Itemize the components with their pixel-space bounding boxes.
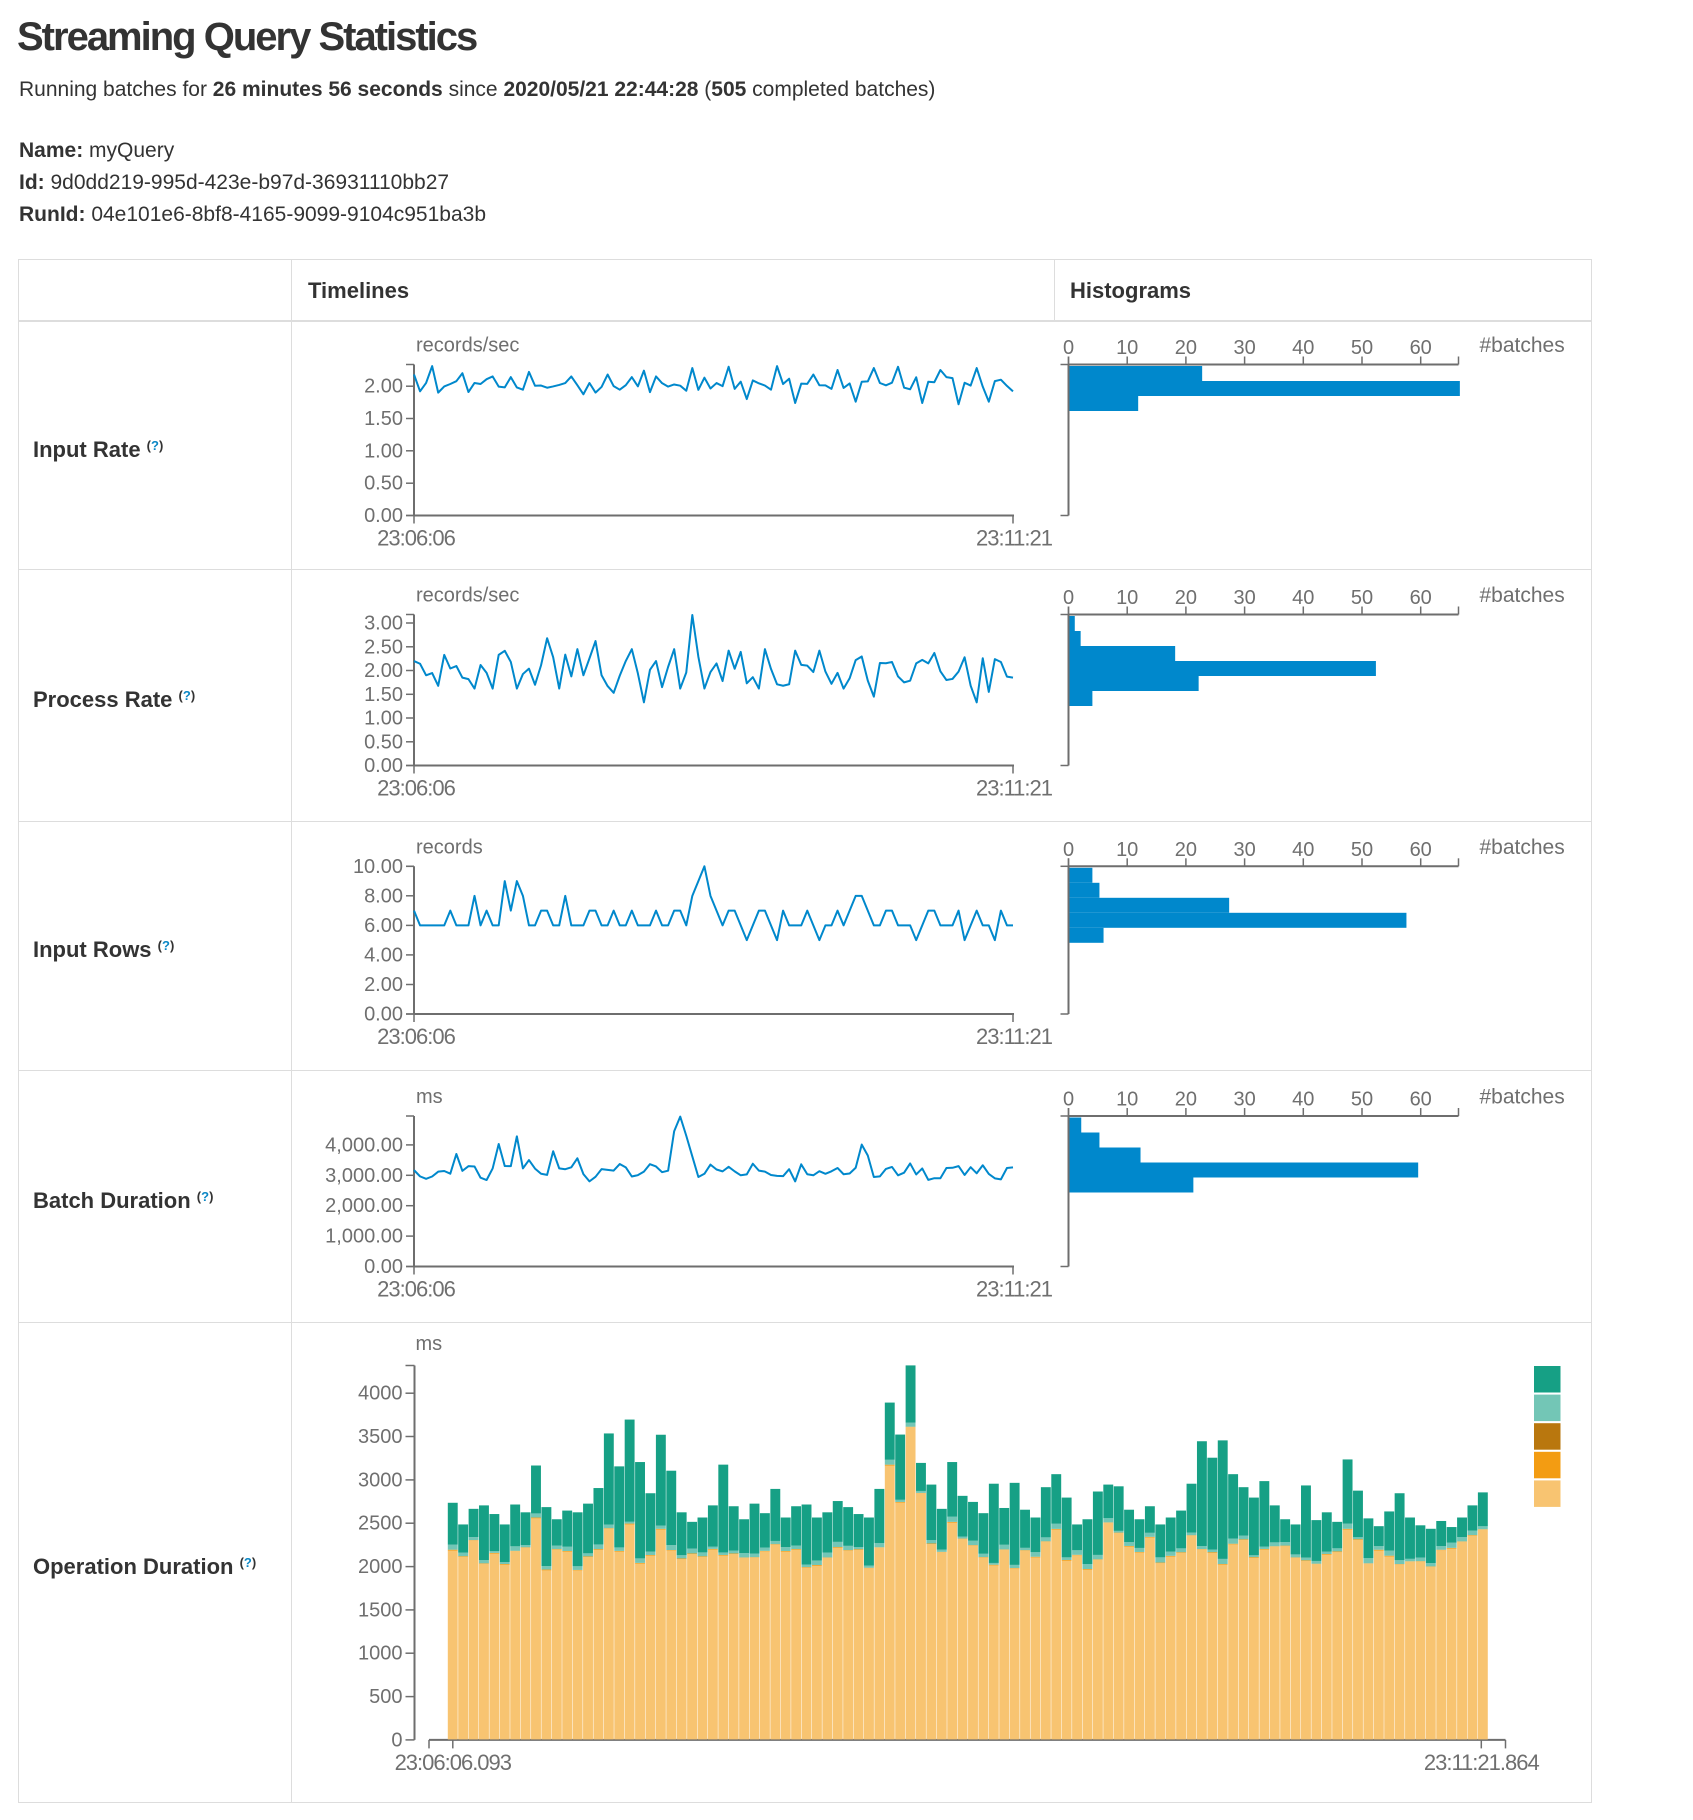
svg-text:1.50: 1.50 [364,684,403,706]
svg-text:30: 30 [1233,337,1255,359]
svg-text:60: 60 [1410,337,1432,359]
svg-text:20: 20 [1175,839,1197,861]
svg-text:records/sec: records/sec [416,335,519,357]
svg-text:#batches: #batches [1480,334,1565,357]
svg-text:60: 60 [1410,587,1432,609]
svg-text:500: 500 [369,1686,402,1708]
svg-text:23:11:21: 23:11:21 [976,526,1053,551]
svg-text:30: 30 [1233,839,1255,861]
svg-text:40: 40 [1292,587,1314,609]
svg-text:2000: 2000 [358,1556,403,1578]
svg-text:50: 50 [1351,1089,1373,1111]
svg-text:0: 0 [1063,587,1074,609]
svg-text:3500: 3500 [358,1426,403,1448]
svg-text:10: 10 [1116,337,1138,359]
svg-text:1000: 1000 [358,1643,403,1665]
svg-text:23:06:06: 23:06:06 [377,1024,455,1049]
svg-text:40: 40 [1292,839,1314,861]
svg-text:2.00: 2.00 [364,660,403,682]
svg-text:records/sec: records/sec [416,585,519,607]
svg-text:0: 0 [391,1729,402,1751]
svg-text:0: 0 [1063,1089,1074,1111]
svg-text:10.00: 10.00 [353,856,403,878]
svg-text:#batches: #batches [1480,584,1565,607]
svg-text:50: 50 [1351,839,1373,861]
svg-text:0: 0 [1063,337,1074,359]
svg-text:2,000.00: 2,000.00 [325,1195,403,1217]
svg-text:2.00: 2.00 [364,974,403,996]
svg-text:2.50: 2.50 [364,636,403,658]
svg-text:2.00: 2.00 [364,376,403,398]
svg-text:1500: 1500 [358,1599,403,1621]
svg-text:1.00: 1.00 [364,440,403,462]
svg-text:0.00: 0.00 [364,505,403,527]
svg-text:1.50: 1.50 [364,408,403,430]
svg-text:40: 40 [1292,337,1314,359]
svg-text:30: 30 [1233,587,1255,609]
svg-text:3.00: 3.00 [364,613,403,635]
svg-text:50: 50 [1351,337,1373,359]
svg-text:ms: ms [416,1333,443,1355]
svg-text:20: 20 [1175,337,1197,359]
svg-text:23:06:06: 23:06:06 [377,1277,455,1302]
svg-text:23:11:21.864: 23:11:21.864 [1424,1750,1540,1775]
svg-text:records: records [416,836,483,858]
svg-text:1,000.00: 1,000.00 [325,1226,403,1248]
svg-text:ms: ms [416,1086,443,1108]
svg-text:10: 10 [1116,1089,1138,1111]
svg-text:8.00: 8.00 [364,885,403,907]
svg-text:60: 60 [1410,1089,1432,1111]
svg-text:0.50: 0.50 [364,731,403,753]
svg-text:4000: 4000 [358,1383,403,1405]
svg-text:1.00: 1.00 [364,708,403,730]
svg-text:6.00: 6.00 [364,915,403,937]
svg-text:#batches: #batches [1480,836,1565,859]
svg-text:60: 60 [1410,839,1432,861]
svg-text:20: 20 [1175,1089,1197,1111]
svg-text:0.50: 0.50 [364,473,403,495]
svg-text:30: 30 [1233,1089,1255,1111]
svg-text:3,000.00: 3,000.00 [325,1165,403,1187]
svg-text:10: 10 [1116,587,1138,609]
svg-text:0.00: 0.00 [364,1256,403,1278]
svg-text:4,000.00: 4,000.00 [325,1134,403,1156]
svg-text:2500: 2500 [358,1513,403,1535]
svg-text:23:06:06: 23:06:06 [377,776,455,801]
svg-text:40: 40 [1292,1089,1314,1111]
svg-text:3000: 3000 [358,1469,403,1491]
svg-text:4.00: 4.00 [364,944,403,966]
svg-text:23:06:06: 23:06:06 [377,526,455,551]
svg-text:10: 10 [1116,839,1138,861]
svg-text:20: 20 [1175,587,1197,609]
svg-text:0.00: 0.00 [364,1004,403,1026]
svg-text:#batches: #batches [1480,1086,1565,1109]
svg-text:23:11:21: 23:11:21 [976,776,1053,801]
svg-text:23:11:21: 23:11:21 [976,1024,1053,1049]
svg-text:23:06:06.093: 23:06:06.093 [395,1750,512,1775]
svg-text:23:11:21: 23:11:21 [976,1277,1053,1302]
svg-text:0.00: 0.00 [364,755,403,777]
svg-text:0: 0 [1063,839,1074,861]
svg-text:50: 50 [1351,587,1373,609]
